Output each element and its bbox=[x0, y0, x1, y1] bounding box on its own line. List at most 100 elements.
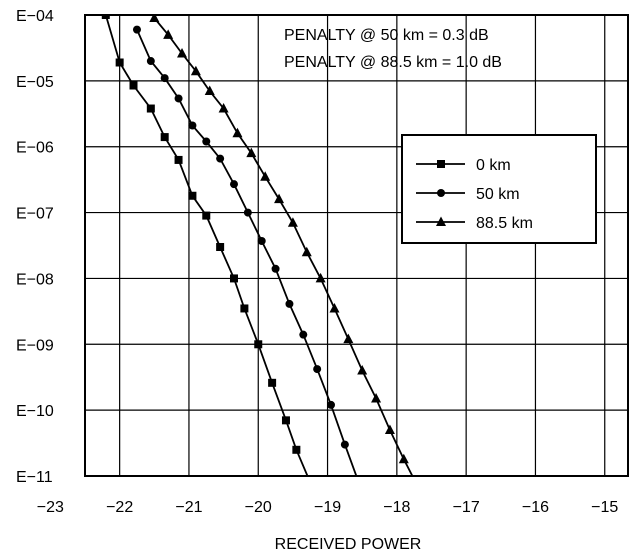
data-point-circle bbox=[355, 478, 363, 486]
y-tick-label: E−08 bbox=[16, 271, 54, 288]
data-point-circle bbox=[299, 330, 308, 339]
data-point-circle bbox=[229, 180, 238, 189]
data-point-circle bbox=[146, 57, 155, 66]
data-point-circle bbox=[271, 264, 280, 273]
x-tick-label: −15 bbox=[591, 499, 618, 516]
series-line bbox=[153, 17, 414, 476]
annotations: PENALTY @ 50 km = 0.3 dB PENALTY @ 88.5 … bbox=[284, 27, 502, 71]
x-tick-label: −16 bbox=[522, 499, 549, 516]
y-tick-label: E−04 bbox=[16, 8, 54, 25]
data-point-square bbox=[268, 378, 277, 387]
annotation-penalty-50: PENALTY @ 50 km = 0.3 dB bbox=[284, 27, 489, 44]
data-point-triangle bbox=[149, 15, 160, 23]
x-tick-label: −17 bbox=[453, 499, 480, 516]
x-tick-label: −18 bbox=[383, 499, 410, 516]
legend-label: 0 km bbox=[476, 157, 511, 174]
data-point-square bbox=[160, 133, 169, 142]
data-point-circle bbox=[202, 137, 211, 146]
data-point-circle bbox=[174, 94, 183, 103]
data-point-circle bbox=[437, 189, 445, 197]
data-point-square bbox=[240, 304, 249, 313]
data-point-square bbox=[229, 274, 238, 283]
legend: 0 km 50 km 88.5 km bbox=[401, 134, 597, 244]
data-point-triangle bbox=[190, 65, 201, 76]
data-point-triangle bbox=[420, 505, 430, 515]
data-point-triangle bbox=[329, 302, 340, 313]
series-line bbox=[136, 29, 358, 476]
data-point-circle bbox=[327, 400, 336, 409]
data-point-square bbox=[174, 155, 183, 164]
y-tick-label: E−07 bbox=[16, 206, 54, 223]
y-tick-labels: E−04 E−05 E−06 E−07 E−08 E−09 E−10 E−11 bbox=[16, 8, 54, 486]
data-point-triangle bbox=[398, 453, 409, 464]
series bbox=[101, 15, 430, 526]
data-point-triangle bbox=[246, 147, 257, 158]
grid bbox=[85, 14, 628, 477]
data-point-square bbox=[146, 104, 155, 113]
data-point-triangle bbox=[218, 103, 229, 113]
data-point-circle bbox=[285, 299, 294, 308]
x-tick-label: −22 bbox=[106, 499, 133, 516]
y-tick-label: E−06 bbox=[16, 140, 54, 157]
data-point-triangle bbox=[163, 29, 174, 39]
data-point-circle bbox=[340, 440, 349, 449]
legend-entry-circle: 50 km bbox=[416, 186, 520, 203]
data-point-square bbox=[437, 160, 445, 168]
data-point-square bbox=[188, 191, 197, 200]
data-point-square bbox=[292, 445, 301, 454]
data-point-triangle bbox=[315, 272, 326, 283]
legend-entry-square: 0 km bbox=[416, 157, 511, 174]
data-point-circle bbox=[216, 154, 225, 163]
data-point-square bbox=[254, 340, 263, 349]
data-point-circle bbox=[365, 518, 373, 526]
x-tick-labels: −23 −22 −21 −20 −19 −18 −17 −16 −15 bbox=[37, 499, 619, 516]
data-point-square bbox=[310, 487, 318, 495]
data-point-triangle bbox=[177, 48, 188, 58]
data-point-square bbox=[101, 15, 110, 19]
x-axis-label: RECEIVED POWER bbox=[275, 536, 422, 553]
data-point-circle bbox=[132, 25, 141, 34]
data-point-square bbox=[216, 243, 225, 252]
data-point-triangle bbox=[274, 193, 285, 204]
data-point-triangle bbox=[343, 333, 354, 344]
data-point-triangle bbox=[287, 217, 298, 227]
data-point-triangle bbox=[384, 424, 395, 434]
data-point-triangle bbox=[260, 171, 271, 181]
data-point-square bbox=[115, 58, 124, 67]
data-point-triangle bbox=[436, 216, 446, 226]
data-point-square bbox=[320, 518, 328, 526]
x-tick-label: −20 bbox=[245, 499, 272, 516]
series-line bbox=[104, 15, 309, 476]
data-point-triangle bbox=[232, 127, 243, 138]
legend-label: 50 km bbox=[476, 186, 520, 203]
y-tick-label: E−11 bbox=[16, 469, 53, 486]
x-tick-label: −23 bbox=[37, 499, 64, 516]
data-point-circle bbox=[243, 208, 252, 217]
x-tick-label: −19 bbox=[314, 499, 341, 516]
legend-box bbox=[401, 134, 597, 244]
legend-label: 88.5 km bbox=[476, 215, 533, 232]
x-tick-label: −21 bbox=[175, 499, 202, 516]
series-circle bbox=[132, 25, 373, 526]
data-point-circle bbox=[257, 237, 266, 246]
data-point-square bbox=[281, 416, 290, 425]
legend-entry-triangle: 88.5 km bbox=[416, 215, 533, 232]
series-triangle bbox=[149, 15, 430, 515]
data-point-circle bbox=[160, 74, 169, 83]
y-tick-label: E−05 bbox=[16, 74, 54, 91]
annotation-penalty-88: PENALTY @ 88.5 km = 1.0 dB bbox=[284, 54, 502, 71]
y-tick-label: E−10 bbox=[16, 403, 54, 420]
data-point-square bbox=[129, 81, 138, 90]
series-square bbox=[101, 15, 328, 526]
data-point-triangle bbox=[357, 364, 368, 375]
y-tick-label: E−09 bbox=[16, 337, 54, 354]
data-point-circle bbox=[313, 365, 322, 374]
data-point-triangle bbox=[204, 85, 215, 96]
data-point-circle bbox=[188, 121, 197, 130]
data-point-triangle bbox=[413, 481, 423, 491]
data-point-square bbox=[202, 211, 211, 220]
plot-frame bbox=[84, 14, 629, 477]
data-point-triangle bbox=[301, 246, 312, 257]
data-point-triangle bbox=[371, 393, 382, 403]
